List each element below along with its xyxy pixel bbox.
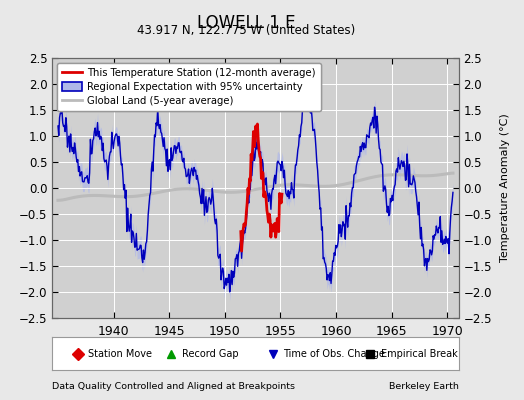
Y-axis label: Temperature Anomaly (°C): Temperature Anomaly (°C)	[500, 114, 510, 262]
Text: 1960: 1960	[320, 325, 352, 338]
Text: Station Move: Station Move	[88, 348, 152, 358]
Text: LOWELL 1 E: LOWELL 1 E	[197, 14, 296, 32]
Text: 1950: 1950	[209, 325, 241, 338]
Text: 1955: 1955	[265, 325, 297, 338]
Text: 1940: 1940	[98, 325, 129, 338]
Text: Data Quality Controlled and Aligned at Breakpoints: Data Quality Controlled and Aligned at B…	[52, 382, 296, 391]
Text: 1945: 1945	[154, 325, 185, 338]
Text: 1965: 1965	[376, 325, 408, 338]
Legend: This Temperature Station (12-month average), Regional Expectation with 95% uncer: This Temperature Station (12-month avera…	[58, 63, 321, 111]
Text: Time of Obs. Change: Time of Obs. Change	[283, 348, 385, 358]
Text: Berkeley Earth: Berkeley Earth	[389, 382, 458, 391]
Text: Empirical Break: Empirical Break	[380, 348, 457, 358]
Text: Record Gap: Record Gap	[181, 348, 238, 358]
Text: 1970: 1970	[431, 325, 463, 338]
Text: 43.917 N, 122.775 W (United States): 43.917 N, 122.775 W (United States)	[137, 24, 355, 37]
